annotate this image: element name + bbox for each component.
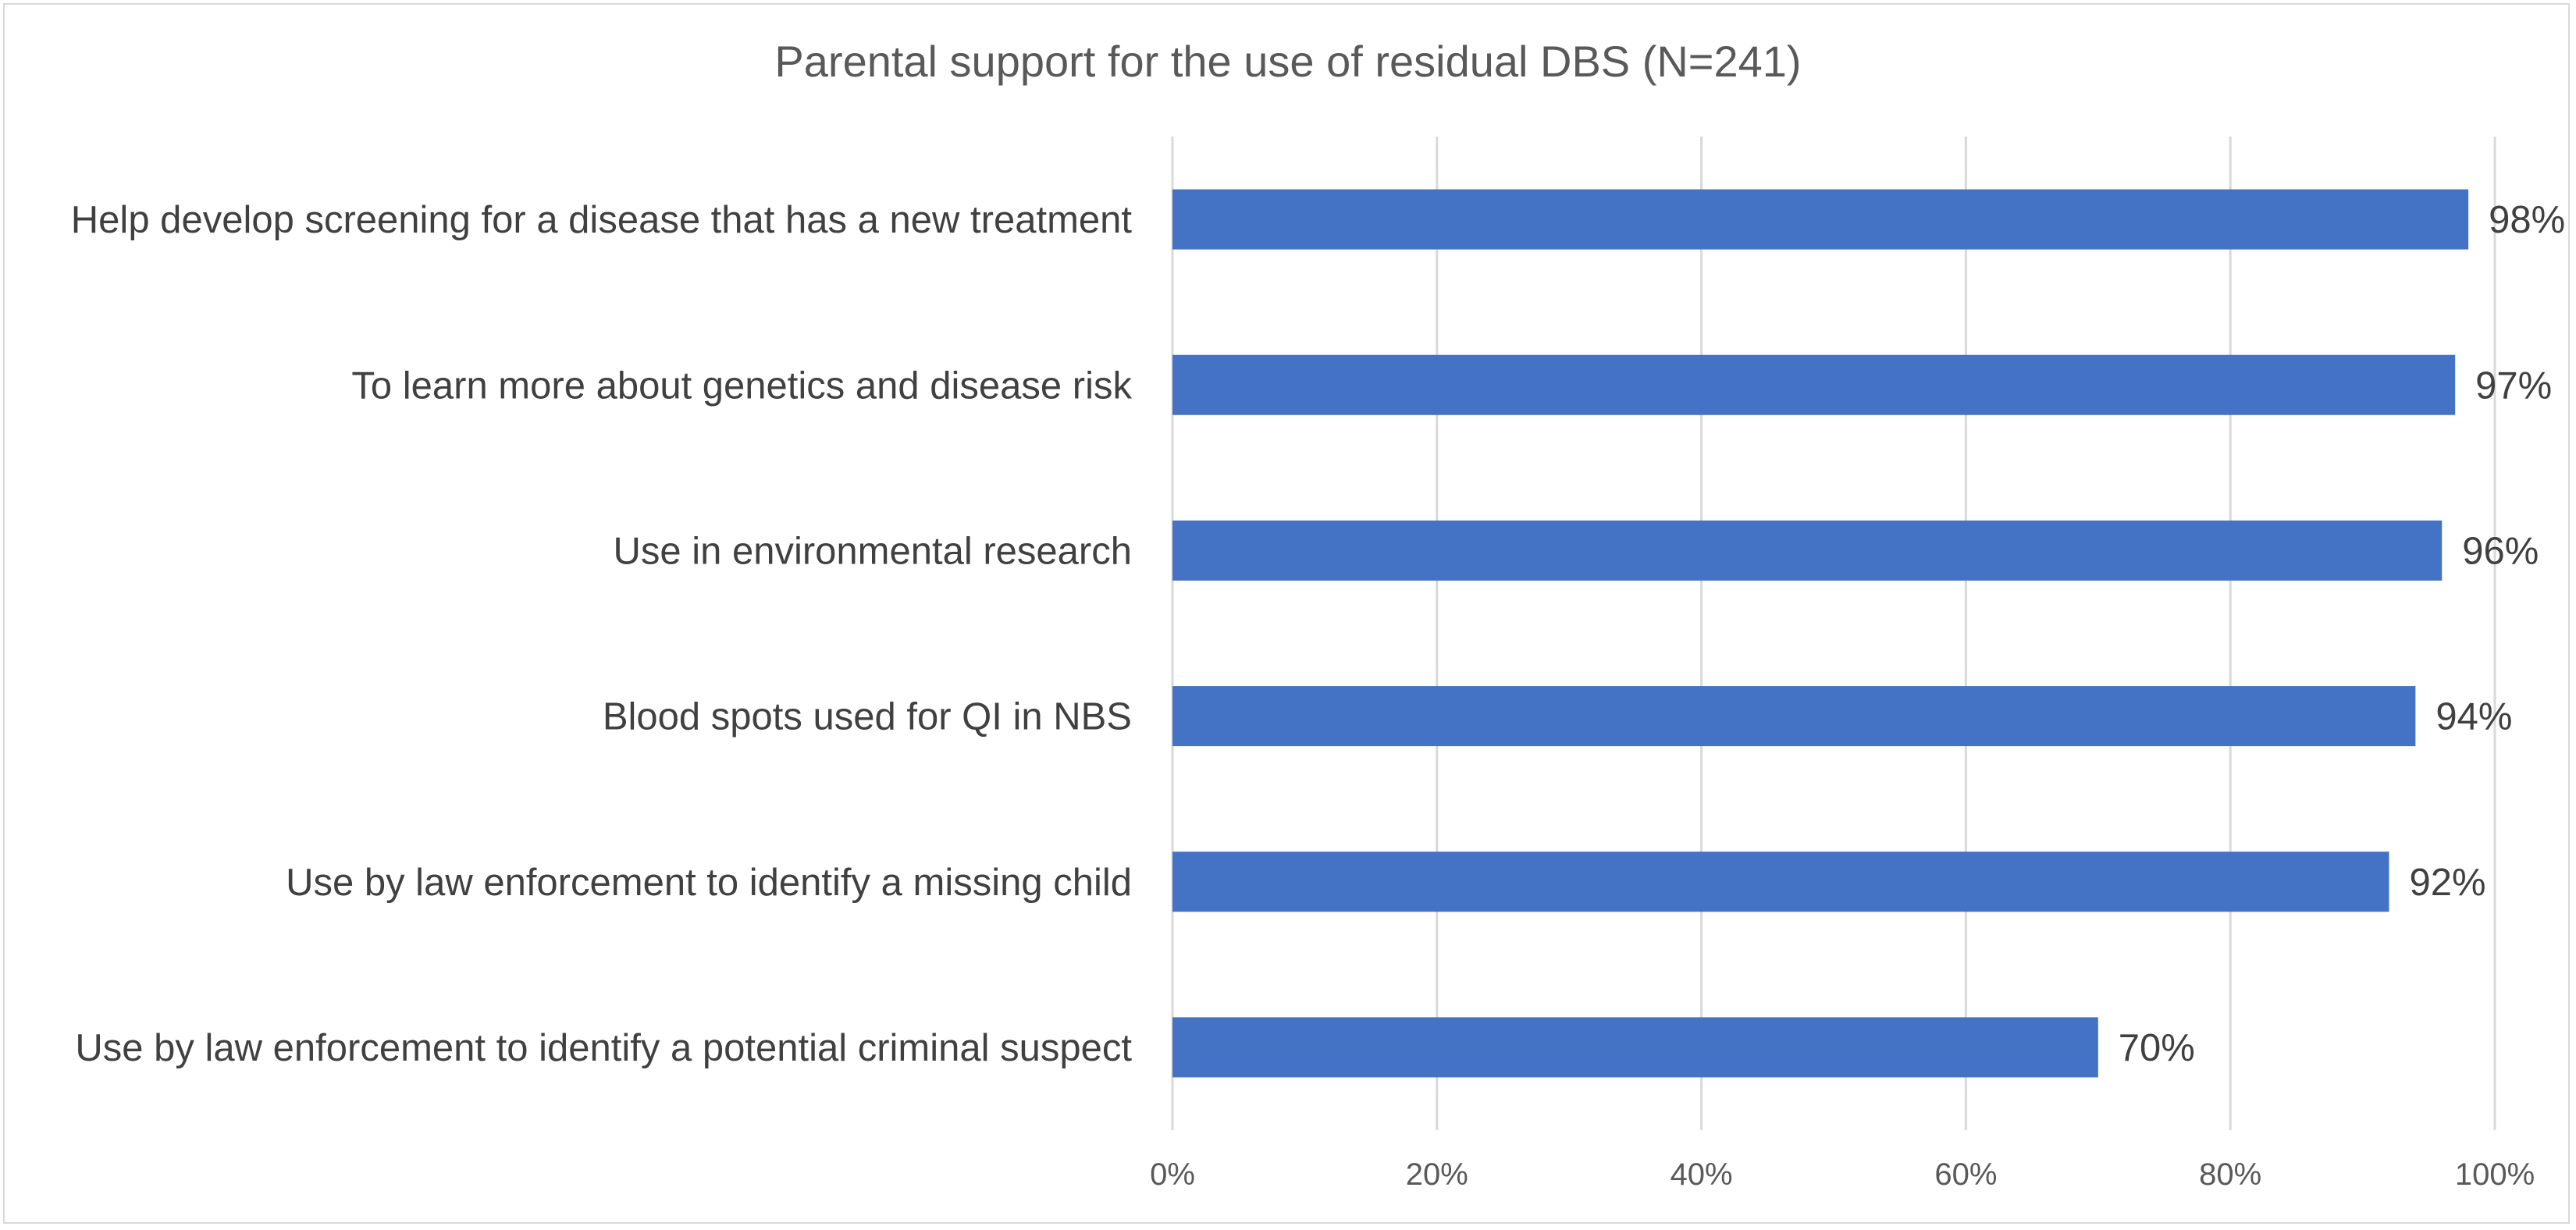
x-tick-label: 60%	[1934, 1157, 1997, 1192]
category-label: Use in environmental research	[613, 530, 1132, 572]
category-label: Use by law enforcement to identify a pot…	[75, 1027, 1132, 1069]
data-label: 98%	[2489, 199, 2565, 241]
bar	[1172, 520, 2443, 581]
x-tick-label: 80%	[2199, 1157, 2261, 1192]
bar	[1172, 354, 2456, 415]
bar	[1172, 686, 2416, 747]
data-label: 94%	[2435, 696, 2512, 738]
x-tick-label: 0%	[1150, 1157, 1195, 1192]
bars	[1172, 189, 2469, 1078]
bar	[1172, 189, 2469, 250]
x-axis-tick-labels: 0% 20% 40% 60% 80% 100%	[1150, 1157, 2535, 1192]
x-tick-label: 40%	[1670, 1157, 1733, 1192]
chart-title: Parental support for the use of residual…	[774, 37, 1801, 86]
x-tick-label: 100%	[2455, 1157, 2535, 1192]
gridlines	[1171, 137, 2496, 1130]
category-label: To learn more about genetics and disease…	[351, 364, 1132, 407]
category-label: Blood spots used for QI in NBS	[603, 696, 1132, 738]
data-label: 92%	[2409, 862, 2485, 904]
bar	[1172, 851, 2389, 912]
bar	[1172, 1017, 2098, 1078]
data-label: 70%	[2119, 1027, 2195, 1069]
data-label: 97%	[2475, 364, 2552, 407]
category-label: Help develop screening for a disease tha…	[71, 199, 1133, 241]
data-label: 96%	[2462, 530, 2539, 572]
x-tick-label: 20%	[1406, 1157, 1468, 1192]
category-labels: Help develop screening for a disease tha…	[71, 199, 1133, 1069]
category-label: Use by law enforcement to identify a mis…	[286, 862, 1132, 904]
data-labels: 98% 97% 96% 94% 92% 70%	[2119, 199, 2565, 1069]
